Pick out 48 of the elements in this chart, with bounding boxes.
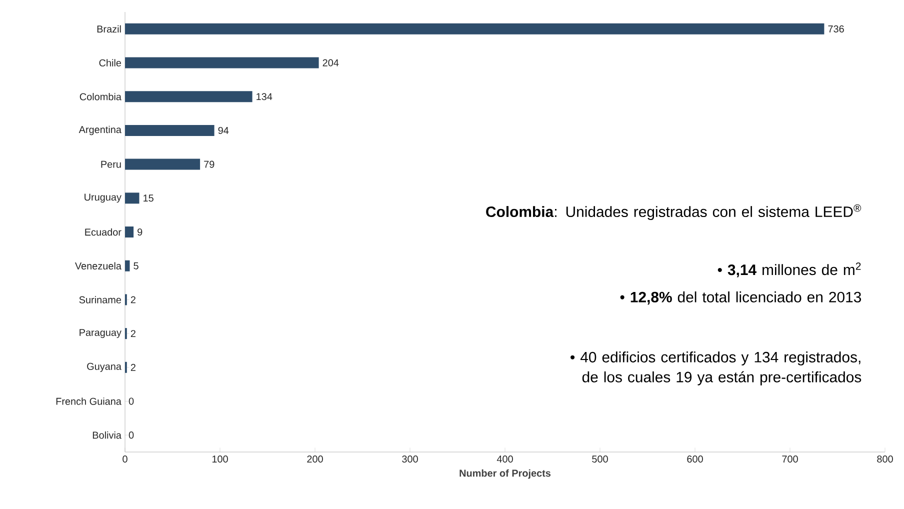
data-label: 134 [256,93,272,100]
data-label: 79 [204,160,214,168]
y-tick-label: Venezuela [74,262,122,270]
data-label: 15 [144,194,154,202]
bar [125,192,140,204]
y-tick-label: Uruguay [84,194,122,203]
annotation: • 12,8% del total licenciado en 2013 [620,291,862,305]
data-label: 2 [130,364,136,371]
x-tick-label: 400 [496,456,513,463]
bar [125,260,130,272]
bar [125,57,319,68]
annotation: • 40 edificios certificados y 134 registrados, de los cuales 19 ya están pre-certificados [570,351,862,386]
bar [125,23,824,34]
x-tick-label: 500 [592,456,608,463]
y-tick-label: Brazil [97,25,121,33]
annotation: • 3,14 millones de m$^{2}$ [718,262,861,278]
annotation: Colombia: Unidades registradas con el sistema LEED$^{®}$ [486,204,862,220]
bar [125,124,214,136]
data-label: 94 [218,126,229,134]
y-tick-label: Colombia [80,92,122,100]
y-tick-label: Ecuador [85,228,122,236]
y-tick-label: Paraguay [80,329,122,338]
data-label: 9 [138,228,142,236]
x-tick-label: 100 [212,456,228,463]
x-tick-label: 300 [402,456,418,463]
x-tick-label: 700 [782,456,798,463]
x-tick-label: 800 [877,456,893,463]
y-tick-label: French Guiana [56,398,122,405]
data-label: 736 [828,25,844,32]
data-label: 204 [322,59,339,66]
bar [125,158,200,170]
bar [125,91,252,102]
y-tick-label: Peru [101,160,121,168]
x-tick-label: 600 [687,456,703,463]
y-tick-label: Bolivia [92,431,122,439]
data-label: 2 [130,296,136,304]
y-tick-label: Suriname [79,296,122,304]
x-axis-title: Number of Projects [460,469,551,479]
y-tick-label: Guyana [87,362,122,372]
x-tick-label: 0 [122,456,128,463]
data-label: 0 [128,432,134,439]
data-label: 0 [128,398,134,405]
data-label: 2 [130,330,136,338]
bar [125,226,134,238]
y-tick-label: Chile [99,59,122,66]
data-label: 5 [134,262,138,270]
x-tick-label: 200 [307,456,323,463]
y-tick-label: Argentina [78,126,122,136]
